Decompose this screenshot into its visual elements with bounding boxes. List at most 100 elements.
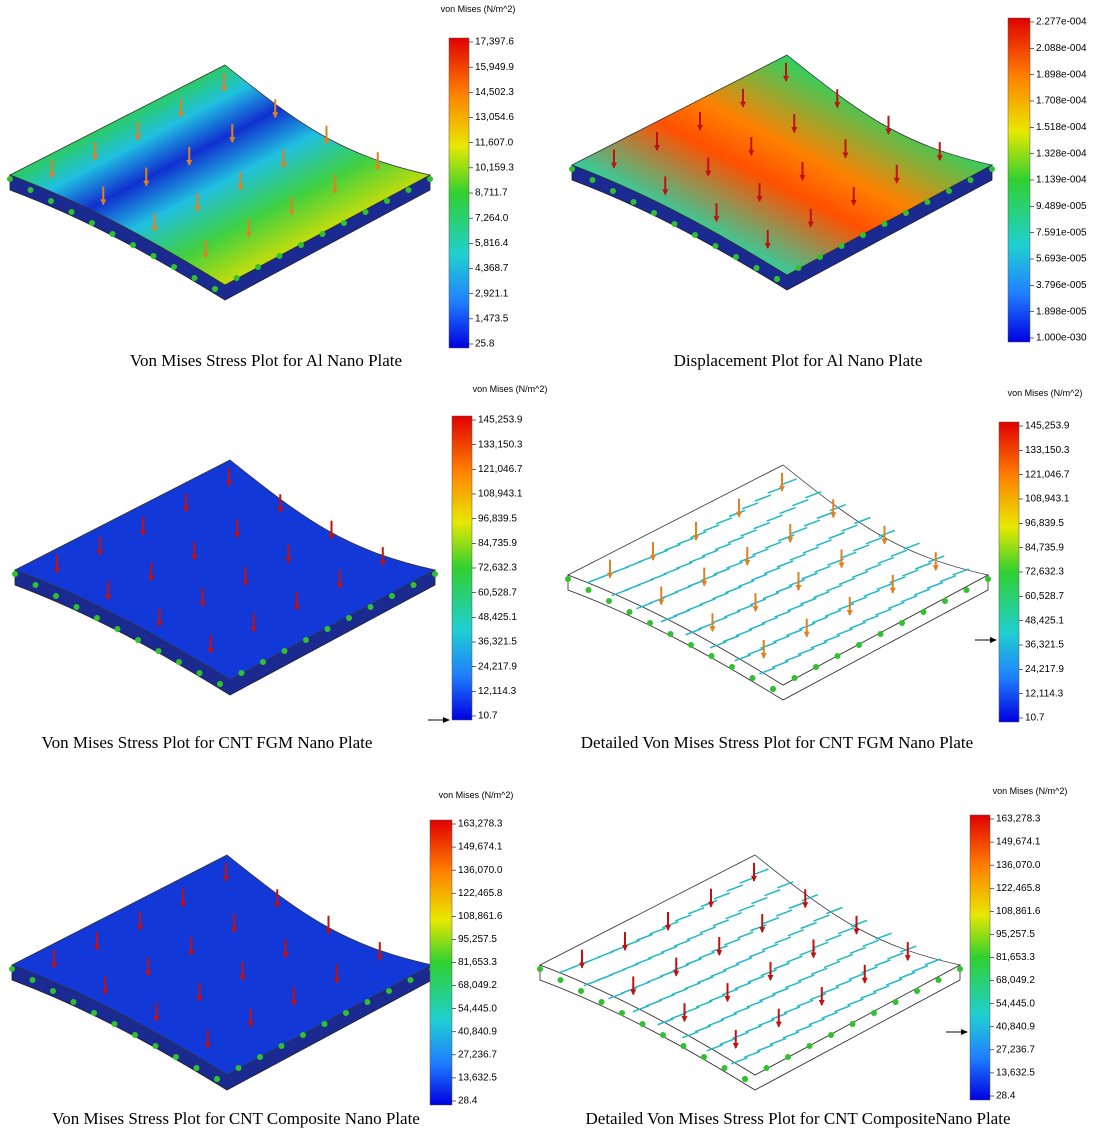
support [30,977,36,983]
colorbar-label: 1.708e-004 [1036,96,1087,107]
support [813,664,819,670]
colorbar-label: 121,046.7 [478,464,523,475]
support [343,1010,349,1016]
support [828,1032,834,1038]
support [701,1054,707,1060]
colorbar-label: 54,445.0 [458,1003,497,1014]
colorbar-label: 1.898e-005 [1036,306,1087,317]
plate-top [10,65,430,285]
figure: 17,397.615,949.914,502.313,054.611,607.0… [0,0,1107,1138]
support [925,199,931,205]
colorbar-label: 108,943.1 [1025,494,1070,505]
support [713,243,719,249]
support [303,637,309,643]
support [257,1054,263,1060]
support [239,670,245,676]
hatch [851,920,867,926]
colorbar [449,38,469,348]
support [279,1043,285,1049]
support [672,221,678,227]
support [537,966,543,972]
colorbar-label: 108,861.6 [458,911,503,922]
support [135,637,141,643]
colorbar-label: 133,150.3 [1025,445,1070,456]
support [856,642,862,648]
colorbar-label: 36,321.5 [1025,640,1064,651]
colorbar-label: 2.088e-004 [1036,43,1087,54]
support [406,187,412,193]
support [298,242,304,248]
legend-title: von Mises (N/m^2) [441,4,516,14]
colorbar-label: 72,632.3 [478,563,517,574]
colorbar-label: 122,465.8 [458,888,503,899]
support [792,675,798,681]
pointer-head [990,637,997,643]
caption: Detailed Von Mises Stress Plot for CNT C… [586,1109,1011,1128]
colorbar-label: 96,839.5 [478,513,517,524]
support [651,210,657,216]
colorbar-label: 149,674.1 [996,837,1041,848]
colorbar-label: 145,253.9 [1025,421,1070,432]
plate [7,65,433,300]
colorbar-label: 13,632.5 [458,1073,497,1084]
support [964,587,970,593]
colorbar [452,416,472,720]
support [217,681,223,687]
plate [569,55,995,290]
support [151,253,157,259]
colorbar-label: 95,257.5 [996,929,1035,940]
colorbar-label: 1.139e-004 [1036,175,1087,186]
caption: Von Mises Stress Plot for CNT Composite … [52,1109,420,1128]
support [432,571,438,577]
support [619,1010,625,1016]
colorbar-label: 10.7 [478,711,498,722]
colorbar-label: 84,735.9 [478,538,517,549]
colorbar-label: 14,502.3 [475,87,514,98]
colorbar-label: 1.898e-004 [1036,69,1087,80]
support [722,1065,728,1071]
colorbar-label: 25.8 [475,339,495,350]
support [91,1010,97,1016]
support [48,198,54,204]
support [12,571,18,577]
support [282,648,288,654]
support [606,598,612,604]
plate [12,460,438,695]
support [7,176,13,182]
support [850,1021,856,1027]
support [968,177,974,183]
support [796,265,802,271]
caption: Displacement Plot for Al Nano Plate [674,351,923,370]
support [9,966,15,972]
support [688,642,694,648]
colorbar-label: 36,321.5 [478,637,517,648]
support [368,604,374,610]
colorbar-label: 72,632.3 [1025,567,1064,578]
colorbar-label: 27,236.7 [458,1049,497,1060]
support [899,620,905,626]
legend-title: von Mises (N/m^2) [993,786,1068,796]
support [130,242,136,248]
plate-top [12,855,432,1075]
colorbar-label: 8,711.7 [475,188,508,199]
colorbar-label: 4,368.7 [475,263,509,274]
colorbar-label: 24,217.9 [1025,664,1064,675]
legend-title: von Mises (N/m^2) [1008,388,1083,398]
colorbar-label: 2.277e-004 [1036,17,1087,28]
plate-top [15,460,435,680]
support [427,176,433,182]
support [807,1043,813,1049]
pointer-head [961,1029,968,1035]
support [341,220,347,226]
colorbar-label: 15,949.9 [475,62,514,73]
support [197,670,203,676]
support [946,188,952,194]
colorbar-label: 136,070.0 [996,860,1041,871]
support [989,166,995,172]
colorbar-label: 40,840.9 [458,1026,497,1037]
colorbar-label: 11,607.0 [475,137,514,148]
colorbar-label: 28.4 [458,1096,478,1107]
support [631,199,637,205]
plate [9,855,435,1090]
colorbar-label: 84,735.9 [1025,542,1064,553]
